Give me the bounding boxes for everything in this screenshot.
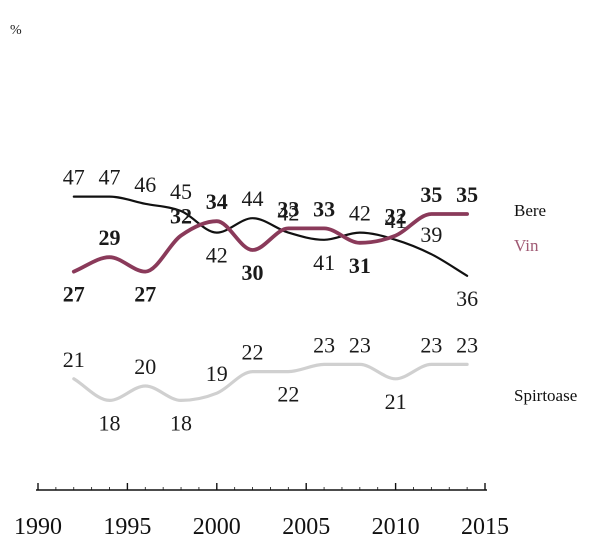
data-label: 29 — [99, 225, 121, 250]
data-label: 27 — [134, 282, 156, 307]
legend-label-bere: Bere — [514, 201, 546, 220]
data-label: 18 — [99, 410, 121, 435]
data-label: 44 — [242, 186, 264, 211]
x-axis: 1990 1995 2000 2005 2010 2015 — [14, 483, 509, 540]
legend-label-vin: Vin — [514, 236, 539, 255]
data-label: 18 — [170, 410, 192, 435]
data-label: 19 — [206, 361, 228, 386]
data-label: 36 — [456, 286, 478, 311]
data-label: 47 — [63, 165, 85, 190]
data-label: 39 — [420, 222, 442, 247]
series-layer — [71, 195, 469, 402]
data-label: 35 — [420, 182, 442, 207]
data-label: 22 — [277, 382, 299, 407]
x-tick-label: 2010 — [372, 514, 420, 540]
x-tick-label: 2000 — [193, 514, 241, 540]
data-label: 34 — [206, 189, 228, 214]
legend-label-spirtoase: Spirtoase — [514, 386, 577, 405]
series-line-bere — [72, 195, 469, 277]
x-tick-label: 1995 — [103, 514, 151, 540]
data-label: 41 — [385, 208, 407, 233]
data-labels: 47 47 46 45 42 44 42 41 42 41 39 36 27 29 27 32 34 30 33 33… — [63, 165, 478, 436]
data-label: 20 — [134, 354, 156, 379]
data-label: 23 — [456, 332, 478, 357]
series-line-spirtoase — [72, 362, 469, 402]
data-label: 31 — [349, 253, 371, 278]
unit-label: % — [10, 23, 22, 38]
data-label: 42 — [349, 201, 371, 226]
data-label: 27 — [63, 282, 85, 307]
data-label: 32 — [385, 204, 407, 229]
data-label: 45 — [170, 179, 192, 204]
data-label: 35 — [456, 182, 478, 207]
data-label: 21 — [63, 347, 85, 372]
data-label: 47 — [99, 165, 121, 190]
data-label: 22 — [242, 340, 264, 365]
data-label: 33 — [277, 196, 299, 221]
data-label: 30 — [242, 260, 264, 285]
x-tick-label: 1990 — [14, 514, 62, 540]
x-tick-label: 2015 — [461, 514, 509, 540]
data-label: 46 — [134, 172, 156, 197]
data-label: 33 — [313, 196, 335, 221]
data-label: 42 — [277, 201, 299, 226]
data-label: 21 — [385, 389, 407, 414]
x-tick-label: 2005 — [282, 514, 330, 540]
series-line-vin — [71, 212, 469, 274]
data-label: 41 — [313, 250, 335, 275]
data-label: 23 — [420, 332, 442, 357]
legend: Bere Vin Spirtoase — [514, 201, 577, 405]
data-label: 42 — [206, 243, 228, 268]
data-label: 32 — [170, 204, 192, 229]
data-label: 23 — [349, 332, 371, 357]
data-label: 23 — [313, 332, 335, 357]
